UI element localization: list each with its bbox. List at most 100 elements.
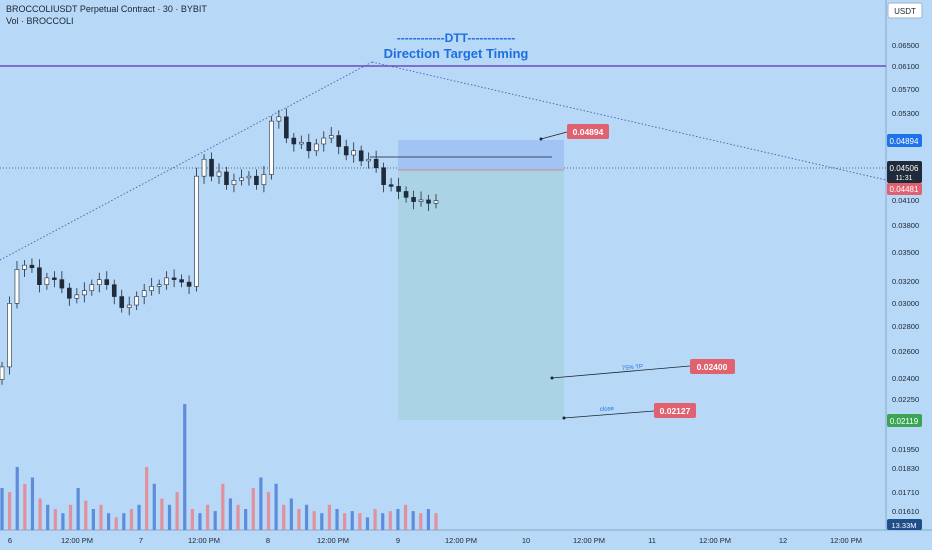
candle-body: [224, 171, 229, 185]
volume-bar: [137, 504, 141, 530]
volume-bar: [381, 513, 385, 530]
time-tick-label: 7: [139, 536, 143, 545]
candle-body: [284, 116, 289, 139]
marker-green-box: [887, 414, 922, 427]
volume-bar: [61, 513, 65, 530]
currency-label: USDT: [894, 7, 916, 16]
time-tick-label: 8: [266, 536, 270, 545]
risk-zone[interactable]: [398, 140, 564, 170]
candle-body: [67, 287, 72, 299]
trendline-rising[interactable]: [0, 61, 373, 261]
volume-bar: [198, 513, 202, 530]
candle-body: [396, 186, 401, 192]
volume-bar: [213, 511, 217, 530]
candle-body: [171, 277, 177, 280]
volume-bar: [68, 504, 73, 530]
candle-body: [313, 143, 319, 152]
volume-bar: [190, 509, 194, 530]
price-tick-label: 0.02400: [892, 374, 919, 383]
volume-bar: [46, 504, 50, 530]
marker-top-box: [887, 134, 922, 147]
volume-bar: [38, 498, 42, 530]
currency-button[interactable]: [887, 2, 923, 19]
candle-body: [111, 284, 117, 297]
candle-body: [269, 120, 274, 175]
volume-bar: [228, 498, 233, 530]
candle-body: [246, 175, 252, 179]
candle-body: [37, 267, 42, 285]
volume-bar: [114, 517, 118, 530]
price-tick-label: 0.03200: [892, 277, 919, 286]
marker-countdown: 11:31: [896, 175, 913, 182]
trendline-falling[interactable]: [371, 61, 887, 181]
marker-top: 0.04894: [890, 137, 919, 146]
marker-red: 0.04481: [890, 185, 919, 194]
candle-body: [343, 146, 349, 156]
volume-bar: [15, 467, 19, 530]
price-tick-label: 0.02800: [892, 322, 919, 331]
candle-body: [261, 174, 267, 185]
candle-body: [186, 281, 192, 287]
candle-body: [299, 141, 304, 145]
price-axis[interactable]: 0.06500 0.06100 0.05700 0.05300 0.04100 0.038…: [892, 41, 919, 516]
entry-callout-line: [540, 131, 568, 140]
close-label-box[interactable]: [654, 403, 696, 418]
volume-bar: [373, 509, 377, 530]
volume-bar: [350, 511, 354, 530]
volume-bar: [251, 488, 255, 530]
volume-bar: [335, 509, 339, 530]
time-axis[interactable]: 6 12:00 PM 7 12:00 PM 8 12:00 PM 9 12:00 PM 10 12…: [8, 536, 862, 545]
candle-body: [418, 199, 424, 202]
candle-body: [306, 141, 312, 152]
profit-zone[interactable]: [398, 170, 564, 420]
tp-label-box[interactable]: [690, 359, 735, 374]
volume-bar: [99, 504, 103, 530]
time-tick-label: 12:00 PM: [61, 536, 93, 545]
price-tick-label: 0.02600: [892, 347, 919, 356]
candle-body: [433, 200, 439, 204]
volume-bar: [365, 517, 370, 530]
candle-body: [366, 158, 371, 162]
candle-body: [373, 158, 379, 169]
price-tick-label: 0.01950: [892, 445, 919, 454]
candle-body: [119, 296, 125, 308]
candlestick-series: [0, 108, 439, 385]
candle-body: [231, 180, 237, 185]
entry-label-box[interactable]: [567, 124, 609, 139]
banner-line-2: Direction Target Timing: [384, 46, 529, 61]
price-tick-label: 0.06500: [892, 41, 919, 50]
volume-bar: [76, 488, 80, 530]
volume-bar: [434, 513, 438, 530]
volume-bar: [129, 509, 134, 530]
marker-green: 0.02119: [890, 417, 919, 426]
price-tick-label: 0.01610: [892, 507, 919, 516]
candle-body: [164, 277, 169, 285]
volume-bar: [282, 504, 286, 530]
volume-bar: [266, 492, 271, 530]
price-tick-label: 0.04100: [892, 196, 919, 205]
candle-body: [134, 296, 139, 306]
volume-bar: [53, 509, 57, 530]
time-tick-label: 10: [522, 536, 530, 545]
candle-body: [201, 158, 207, 177]
candle-body: [358, 150, 364, 162]
candle-body: [22, 264, 27, 270]
time-tick-label: 6: [8, 536, 12, 545]
price-tick-label: 0.05300: [892, 109, 919, 118]
candle-body: [89, 284, 95, 291]
candle-body: [254, 175, 259, 185]
volume-bar: [244, 509, 248, 530]
candle-body: [351, 150, 356, 156]
candle-body: [381, 167, 386, 185]
volume-bar: [205, 504, 210, 530]
candle-body: [194, 175, 199, 287]
time-tick-label: 11: [648, 536, 656, 545]
tp-label: 0.02400: [697, 362, 728, 372]
volume-bar: [411, 511, 415, 530]
candle-body: [141, 290, 147, 297]
candle-body: [321, 137, 327, 145]
candle-body: [426, 199, 431, 204]
candle-body: [44, 277, 50, 285]
candle-body: [179, 279, 184, 283]
